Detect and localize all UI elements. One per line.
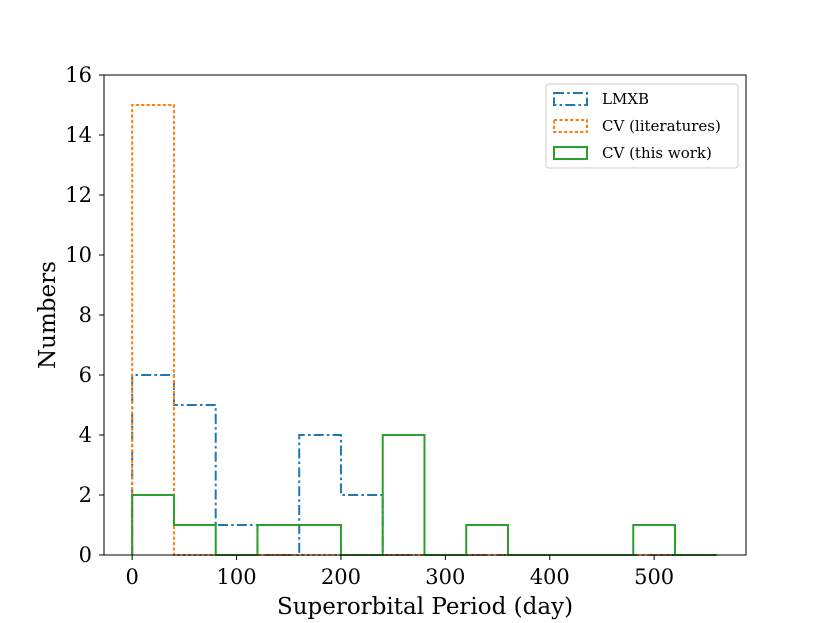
y-tick-label: 12 xyxy=(65,183,92,207)
x-tick-label: 400 xyxy=(530,565,570,589)
y-tick-label: 4 xyxy=(79,423,92,447)
series-0-step-line xyxy=(131,374,717,556)
legend: LMXB CV (literatures) CV (this work) xyxy=(545,83,739,169)
legend-swatch-2 xyxy=(553,146,588,160)
x-tick-label: 300 xyxy=(425,565,465,589)
legend-swatch-1 xyxy=(553,119,588,133)
x-tick-label: 200 xyxy=(321,565,361,589)
y-tick-label: 16 xyxy=(65,63,92,87)
x-tick-label: 0 xyxy=(125,565,138,589)
series-layer xyxy=(131,104,717,556)
x-axis-label: Superorbital Period (day) xyxy=(277,594,573,620)
y-tick-label: 6 xyxy=(79,363,92,387)
axes-layer: 0 100 200 300 400 500 0 2 4 6 8 10 12 14 16 Superorbita… xyxy=(35,63,747,620)
x-tick-label: 500 xyxy=(634,565,674,589)
legend-box xyxy=(545,83,739,169)
legend-label-2: CV (this work) xyxy=(602,144,712,162)
y-tick-label: 14 xyxy=(65,123,92,147)
y-tick-label: 0 xyxy=(79,543,92,567)
legend-label-0: LMXB xyxy=(602,90,649,108)
legend-label-1: CV (literatures) xyxy=(602,117,721,135)
x-tick-label: 100 xyxy=(217,565,257,589)
y-axis-label: Numbers xyxy=(35,261,61,369)
y-tick-label: 2 xyxy=(79,483,92,507)
y-tick-label: 8 xyxy=(79,303,92,327)
series-2-step-line xyxy=(131,434,717,556)
y-tick-label: 10 xyxy=(65,243,92,267)
legend-swatch-0 xyxy=(553,92,588,106)
